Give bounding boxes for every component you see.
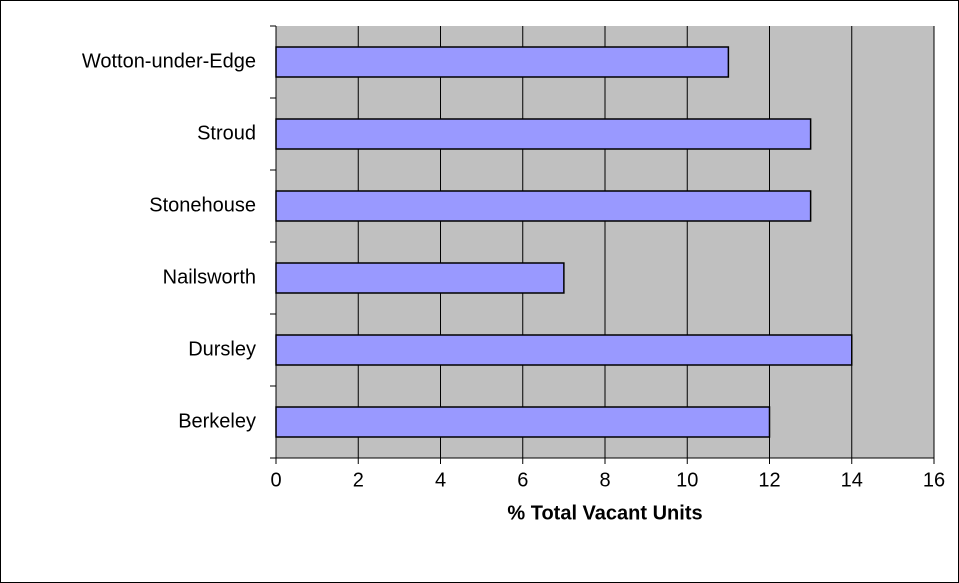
y-tick-label: Wotton-under-Edge [82,50,256,72]
y-tick-label: Dursley [188,338,256,360]
x-tick-label: 0 [270,469,281,491]
x-tick-label: 14 [841,469,863,491]
bar [275,118,812,150]
y-tick-label: Nailsworth [163,266,256,288]
x-tick-label: 6 [517,469,528,491]
bar [275,46,730,78]
plot-area: 0 2 4 6 8 10 12 14 16 Berkeley Dursley Nailsworth St… [82,25,945,491]
bar [275,190,812,222]
x-tick-label: 16 [923,469,945,491]
bar [275,262,565,294]
x-axis-title: % Total Vacant Units [507,502,702,524]
y-tick-label: Berkeley [178,410,256,432]
x-tick-label: 2 [353,469,364,491]
x-tick-label: 12 [758,469,780,491]
y-tick-label: Stonehouse [149,194,256,216]
x-tick-label: 8 [599,469,610,491]
x-tick-label: 10 [676,469,698,491]
bar [275,406,771,438]
x-tick-label: 4 [435,469,446,491]
y-tick-label: Stroud [197,122,256,144]
bar [275,334,853,366]
